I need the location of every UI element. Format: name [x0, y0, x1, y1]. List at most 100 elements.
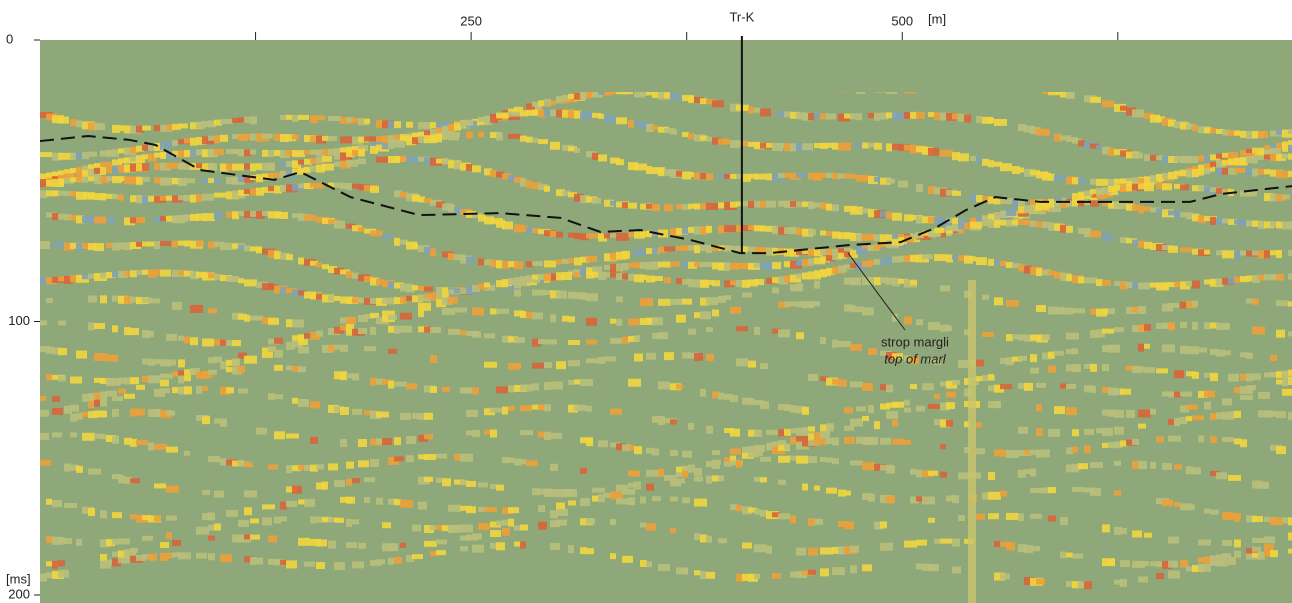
seismic-texture	[490, 429, 497, 438]
seismic-texture	[286, 134, 296, 142]
seismic-texture	[1156, 116, 1165, 123]
seismic-texture	[214, 523, 221, 531]
seismic-texture	[1198, 155, 1208, 162]
seismic-texture	[526, 275, 536, 282]
seismic-texture	[280, 114, 288, 120]
seismic-texture	[826, 248, 833, 256]
seismic-texture	[232, 358, 240, 366]
seismic-texture	[178, 270, 187, 276]
seismic-texture	[178, 123, 188, 129]
seismic-texture	[406, 241, 417, 250]
seismic-texture	[640, 559, 647, 567]
seismic-texture	[502, 457, 510, 464]
seismic-texture	[886, 465, 895, 474]
seismic-texture	[1144, 367, 1155, 374]
seismic-texture	[202, 370, 213, 378]
seismic-texture	[772, 226, 780, 235]
seismic-texture	[922, 496, 935, 505]
seismic-texture	[46, 374, 52, 381]
seismic-texture	[934, 419, 943, 426]
seismic-texture	[1036, 305, 1046, 313]
seismic-texture	[316, 115, 325, 121]
seismic-texture	[310, 182, 316, 188]
seismic-texture	[82, 169, 92, 177]
seismic-texture	[208, 512, 215, 521]
seismic-texture	[310, 401, 320, 409]
seismic-texture	[280, 501, 287, 510]
seismic-texture	[130, 328, 139, 336]
seismic-texture	[592, 152, 599, 160]
seismic-texture	[1102, 233, 1113, 242]
seismic-texture	[334, 480, 345, 488]
seismic-texture	[334, 517, 344, 523]
seismic-texture	[862, 564, 872, 572]
seismic-texture	[244, 163, 250, 170]
seismic-texture	[136, 217, 145, 224]
seismic-texture	[1066, 407, 1077, 416]
seismic-texture	[664, 92, 670, 99]
seismic-texture	[1042, 269, 1051, 276]
seismic-texture	[400, 155, 410, 162]
seismic-texture	[298, 257, 304, 265]
seismic-texture	[1174, 281, 1182, 287]
seismic-texture	[142, 515, 151, 521]
seismic-texture	[526, 261, 534, 268]
seismic-texture	[808, 202, 815, 210]
seismic-texture	[1138, 324, 1148, 332]
seismic-texture	[1042, 334, 1050, 341]
seismic-texture	[646, 469, 658, 477]
seismic-texture	[808, 518, 815, 527]
seismic-texture	[448, 296, 458, 304]
seismic-texture	[262, 133, 273, 139]
seismic-texture	[1222, 436, 1234, 442]
seismic-texture	[94, 410, 107, 418]
seismic-texture	[1132, 204, 1141, 211]
seismic-texture	[802, 228, 813, 237]
seismic-texture	[892, 278, 900, 287]
seismic-texture	[946, 380, 957, 389]
seismic-texture	[58, 348, 67, 356]
seismic-texture	[1168, 418, 1174, 425]
seismic-texture	[514, 224, 524, 233]
seismic-texture	[1222, 218, 1228, 224]
seismic-texture	[328, 344, 335, 352]
seismic-texture	[628, 497, 635, 506]
seismic-texture	[124, 125, 132, 134]
seismic-texture	[298, 537, 310, 546]
seismic-texture	[334, 267, 344, 275]
seismic-texture	[1084, 487, 1095, 493]
seismic-texture	[958, 217, 964, 224]
seismic-texture	[646, 352, 656, 360]
seismic-texture	[388, 543, 398, 552]
seismic-texture	[850, 233, 861, 242]
seismic-texture	[280, 559, 287, 565]
seismic-texture	[874, 112, 880, 121]
seismic-texture	[820, 547, 833, 555]
seismic-texture	[52, 536, 63, 545]
seismic-texture	[1078, 177, 1086, 184]
seismic-texture	[1102, 524, 1110, 533]
seismic-texture	[406, 455, 414, 463]
seismic-texture	[448, 252, 454, 260]
seismic-texture	[1036, 268, 1042, 277]
seismic-texture	[580, 467, 587, 474]
seismic-texture	[850, 206, 863, 215]
seismic-texture	[430, 386, 437, 394]
seismic-texture	[70, 214, 76, 221]
seismic-texture	[406, 121, 413, 128]
seismic-texture	[1096, 145, 1102, 151]
seismic-texture	[796, 436, 809, 445]
seismic-texture	[820, 336, 826, 344]
seismic-texture	[808, 258, 814, 266]
seismic-texture	[598, 90, 604, 96]
seismic-texture	[874, 176, 880, 182]
seismic-texture	[292, 213, 303, 219]
seismic-texture	[1042, 222, 1053, 229]
seismic-texture	[658, 261, 671, 268]
seismic-texture	[922, 383, 934, 391]
seismic-texture	[184, 369, 195, 375]
seismic-texture	[532, 312, 543, 320]
seismic-texture	[694, 352, 703, 361]
seismic-texture	[520, 135, 527, 142]
seismic-texture	[376, 278, 384, 285]
